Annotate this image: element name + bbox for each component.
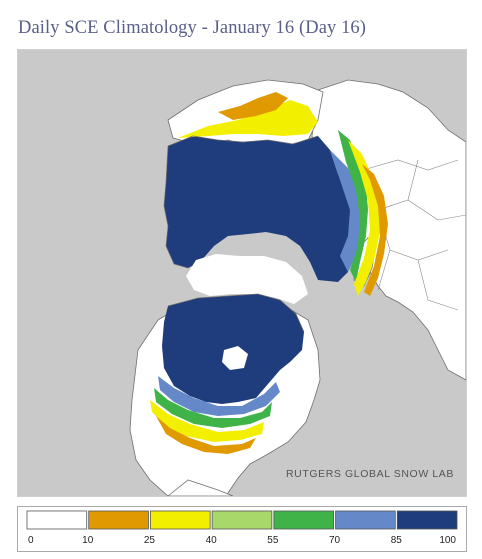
legend-label-0: 0 xyxy=(28,535,34,546)
legend-label-100: 100 xyxy=(439,535,456,546)
country-borders-europe xyxy=(347,159,466,311)
map-canvas xyxy=(18,50,466,496)
map-title: Daily SCE Climatology - January 16 (Day … xyxy=(18,18,367,38)
legend-label-10: 10 xyxy=(82,535,94,546)
snow-namerica-orange xyxy=(156,416,256,454)
legend-swatch-25-40 xyxy=(150,510,211,530)
legend-swatch-0-10 xyxy=(26,510,88,530)
snow-free-patch-hudson xyxy=(222,346,248,370)
legend-swatch-70-85 xyxy=(335,510,396,530)
legend-swatch-40-55 xyxy=(211,510,273,530)
snow-free-patch-arctic xyxy=(186,254,308,304)
color-legend: 0 10 25 40 55 70 85 100 xyxy=(17,506,467,552)
snow-cover-map: RUTGERS GLOBAL SNOW LAB xyxy=(17,49,467,497)
legend-label-85: 85 xyxy=(391,535,403,546)
legend-swatch-85-100 xyxy=(396,510,458,530)
legend-label-55: 55 xyxy=(267,535,279,546)
mexico-land xyxy=(167,479,234,496)
coastline-lines xyxy=(163,135,319,333)
legend-swatch-10-25 xyxy=(88,510,149,530)
legend-label-25: 25 xyxy=(144,535,156,546)
snow-namerica-mid xyxy=(158,376,280,416)
legend-label-40: 40 xyxy=(206,535,218,546)
credit-label: RUTGERS GLOBAL SNOW LAB xyxy=(285,468,454,480)
snow-eurasia-mid xyxy=(330,150,362,272)
legend-swatch-55-70 xyxy=(273,510,334,530)
legend-canvas: 0 10 25 40 55 70 85 100 xyxy=(26,510,458,546)
snow-asia-top-yellow xyxy=(178,100,318,138)
snow-eurasia-high xyxy=(164,136,354,282)
snow-namerica-green xyxy=(154,388,272,428)
snow-asia-top-orange xyxy=(218,92,288,120)
snow-eurasia-orange xyxy=(362,164,388,296)
legend-label-70: 70 xyxy=(329,535,341,546)
snow-namerica-yellow xyxy=(150,400,264,442)
